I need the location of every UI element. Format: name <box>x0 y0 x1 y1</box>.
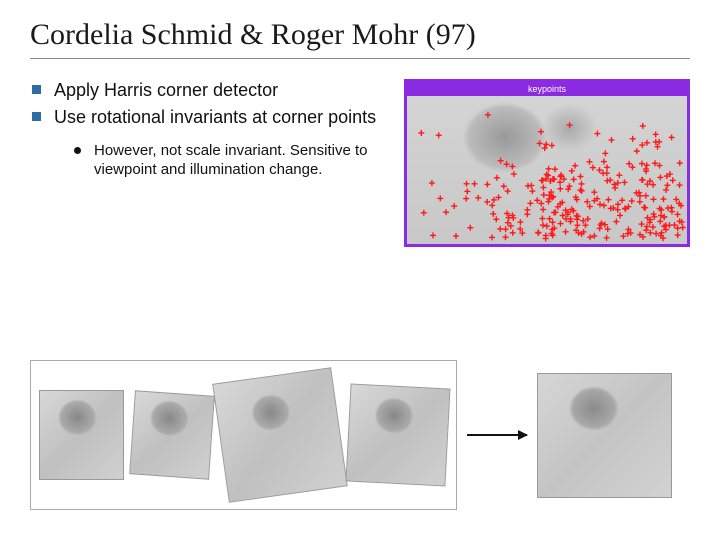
variant-thumbnails-box <box>30 360 457 510</box>
arrow-icon <box>467 434 527 436</box>
text-column: Apply Harris corner detector Use rotatio… <box>30 79 390 247</box>
bullet-2-text: Use rotational invariants at corner poin… <box>54 107 376 127</box>
variant-thumbnail <box>129 390 215 479</box>
bullet-2: Use rotational invariants at corner poin… <box>30 106 390 180</box>
bottom-strip <box>30 360 690 510</box>
keypoints-figure-title: keypoints <box>407 82 687 96</box>
keypoints-overlay <box>407 96 687 244</box>
sub-bullet-1: However, not scale invariant. Sensitive … <box>74 142 390 180</box>
variant-thumbnail <box>212 367 348 503</box>
variant-thumbnail <box>39 390 124 480</box>
keypoints-figure: keypoints <box>404 79 690 247</box>
bullet-1: Apply Harris corner detector <box>30 79 390 102</box>
result-thumbnail <box>537 373 672 498</box>
slide-title: Cordelia Schmid & Roger Mohr (97) <box>30 18 690 59</box>
variant-thumbnail <box>346 383 451 486</box>
